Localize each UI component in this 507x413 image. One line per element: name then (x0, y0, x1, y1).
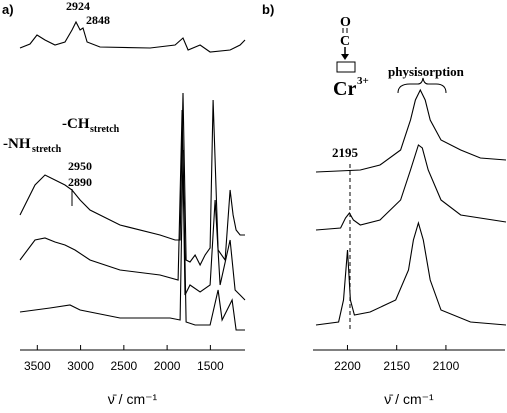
x-axis-label: ν̄ / cm⁻¹ (384, 391, 434, 407)
spectrum (19, 149, 245, 331)
spectrum (19, 109, 246, 301)
annotation: C (340, 34, 350, 49)
x-tick-label: 3000 (67, 359, 94, 373)
annotation: physisorption (388, 64, 465, 79)
x-tick-label: 2150 (383, 359, 410, 373)
x-tick-label: 1500 (197, 359, 224, 373)
annotation: 3+ (357, 75, 369, 87)
annotation: stretch (32, 144, 62, 155)
arrow-head (341, 54, 349, 60)
brace (397, 77, 447, 94)
annotation: -NH (3, 136, 31, 152)
x-tick-label: 3500 (24, 359, 51, 373)
annotation: 2195 (332, 145, 359, 160)
spectrum (315, 144, 507, 231)
panel-label: a) (2, 2, 14, 17)
vacancy (336, 61, 356, 73)
x-axis-label: ν̄ / cm⁻¹ (108, 391, 158, 407)
annotation: 2848 (86, 13, 110, 27)
spectrum (19, 20, 246, 53)
x-tick-label: 2200 (334, 359, 361, 373)
annotation: Cr (333, 78, 356, 100)
x-tick-label: 2000 (154, 359, 181, 373)
annotation: stretch (90, 124, 120, 135)
x-tick-label: 2100 (433, 359, 460, 373)
x-tick-label: 2500 (110, 359, 137, 373)
annotation: 2950 (68, 159, 92, 173)
annotation: 2924 (66, 0, 90, 13)
spectrum (19, 92, 245, 267)
annotation: -CH (62, 116, 90, 132)
annotation: O (340, 15, 351, 30)
spectrum (315, 88, 507, 173)
panel-label: b) (262, 2, 274, 17)
spectrum (315, 221, 507, 326)
annotation: 2890 (68, 175, 92, 189)
